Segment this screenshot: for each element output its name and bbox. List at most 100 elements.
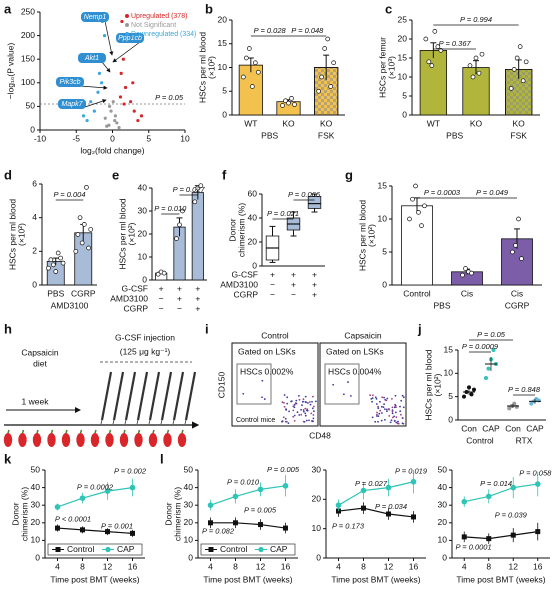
x-tick-label: KO <box>513 118 526 128</box>
data-point <box>429 63 435 68</box>
gene-label: Akt1 <box>84 55 99 62</box>
gate <box>324 363 360 405</box>
event-dot <box>391 398 393 400</box>
y-tick-label: 10 <box>398 71 408 81</box>
y-tick-label: 0 <box>35 552 40 562</box>
y-tick-label: 20 <box>248 236 258 246</box>
syringe <box>172 371 185 421</box>
event-dot <box>308 401 311 403</box>
event-dot <box>369 394 371 397</box>
x-tick-label: 0 <box>110 133 115 143</box>
condition-sign: − <box>291 289 296 299</box>
condition-sign: − <box>159 303 164 313</box>
y-unit: (×10³) <box>386 56 396 79</box>
event-dot <box>401 394 404 397</box>
point <box>136 118 140 123</box>
point <box>123 85 128 90</box>
y-tick-label: 20 <box>438 517 448 527</box>
event-dot <box>307 402 309 404</box>
x-tick-label: 12 <box>509 561 519 571</box>
y-tick-label: 0 <box>188 552 193 562</box>
panel-letter: g <box>345 167 353 182</box>
condition-sign: + <box>312 269 317 279</box>
marker <box>207 502 214 509</box>
legend-box <box>200 543 296 556</box>
gate <box>236 363 272 405</box>
p-value: P < 0.0001 <box>55 514 91 523</box>
x-tick-label: 4 <box>55 561 60 571</box>
marker <box>410 478 417 485</box>
x-tick-label: Control <box>403 288 431 298</box>
y-label: HSCs per ml blood <box>357 200 367 272</box>
marker <box>361 505 366 511</box>
p-value: P = 0.027 <box>173 185 206 194</box>
y-label: Donor <box>10 502 20 525</box>
syringes <box>100 371 197 425</box>
y-label: HSCs per ml blood <box>423 349 433 421</box>
p-value: P = 0.05 <box>477 330 506 339</box>
x-tick-label: 4 <box>462 561 467 571</box>
event-dot <box>293 404 296 406</box>
group-label: PBS <box>446 130 463 140</box>
syringe <box>184 371 197 421</box>
y-tick-label: 50 <box>438 464 448 474</box>
legend-marker <box>258 546 264 553</box>
condition-sign: + <box>312 279 317 289</box>
condition-sign: + <box>159 283 164 293</box>
event-dot <box>283 405 286 408</box>
x-tick-label: 4 <box>336 561 341 571</box>
data-point <box>316 88 322 94</box>
data-point <box>510 249 515 255</box>
p-value: P = 0.0009 <box>462 342 499 351</box>
y-unit: (×10²) <box>126 222 136 245</box>
x-tick-label: CAP <box>482 423 500 433</box>
event-dot <box>306 408 309 411</box>
panel-letter: d <box>4 167 12 182</box>
point <box>92 109 96 113</box>
y-unit: (×10²) <box>16 223 26 246</box>
marker <box>411 514 416 520</box>
event-dot <box>293 414 296 417</box>
x-label: Time post BMT (weeks) <box>50 574 139 584</box>
syringe <box>136 371 149 421</box>
data-point <box>472 387 476 392</box>
p-value: P = 0.019 <box>395 467 428 476</box>
event-dot <box>391 406 394 409</box>
data-point <box>520 78 526 84</box>
x-tick-label: -10 <box>34 133 47 143</box>
gene-label: Pik3cb <box>59 79 80 86</box>
y-tick-label: 5 <box>448 391 453 401</box>
pepper-stem <box>50 429 54 434</box>
marker <box>105 529 110 535</box>
pepper-stem <box>166 429 170 434</box>
syringe <box>160 371 173 421</box>
marker <box>79 495 86 501</box>
y-tick-label: 150 <box>21 53 35 63</box>
plot-frame <box>319 342 407 427</box>
x-label: CD48 <box>309 430 331 440</box>
data-point <box>511 67 517 72</box>
condition-sign: + <box>195 293 200 303</box>
p-value: P = 0.049 <box>476 188 509 197</box>
condition-label: G-CSF <box>232 269 258 279</box>
x-tick-label: KO <box>320 118 333 128</box>
data-point <box>423 36 429 42</box>
data-point <box>174 236 179 241</box>
y-tick-label: 0 <box>448 414 453 424</box>
event-dot <box>309 403 312 406</box>
legend-box <box>47 543 143 556</box>
y-tick-label: 20 <box>312 494 322 504</box>
pepper <box>32 433 42 447</box>
data-point <box>508 86 514 91</box>
marker <box>510 484 517 491</box>
injection-label: G-CSF injection <box>115 332 175 342</box>
point <box>121 57 125 61</box>
p-value: P = 0.010 <box>227 477 260 486</box>
event-dot <box>306 409 309 412</box>
data-point <box>240 74 246 80</box>
pepper-stem <box>79 429 83 434</box>
data-point <box>289 96 294 101</box>
y-tick-label: 20 <box>218 14 228 24</box>
panel-letter: c <box>385 1 392 16</box>
